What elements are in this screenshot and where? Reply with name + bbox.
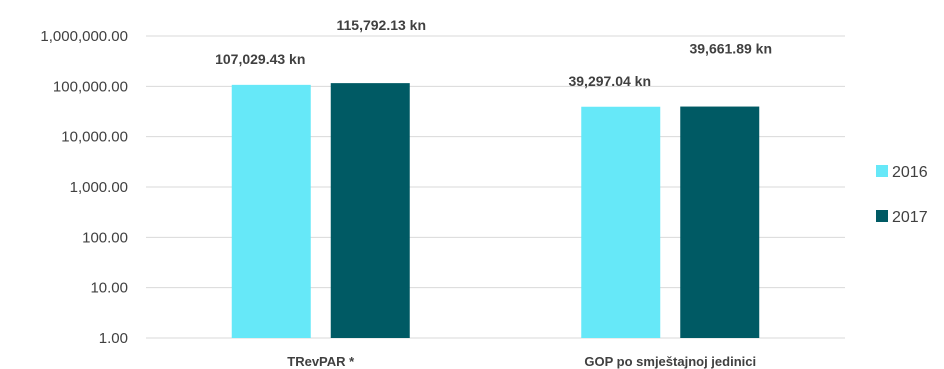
y-tick-label: 1,000.00 xyxy=(70,179,128,196)
bar xyxy=(231,84,311,339)
y-tick-label: 1.00 xyxy=(99,330,128,347)
y-tick-label: 100.00 xyxy=(82,229,128,246)
y-tick-label: 10.00 xyxy=(90,280,128,297)
y-tick-label: 10,000.00 xyxy=(61,129,128,146)
data-label: 39,297.04 kn xyxy=(568,73,651,89)
legend: 2016 2017 xyxy=(876,164,928,226)
legend-label: 2017 xyxy=(892,209,928,226)
y-tick-label: 1,000,000.00 xyxy=(40,28,128,45)
data-label: 107,029.43 kn xyxy=(215,51,305,67)
y-axis-ticks: 1.00 10.00 100.00 1,000.00 10,000.00 100,000.… xyxy=(40,28,128,347)
bar xyxy=(581,106,661,339)
bar xyxy=(680,106,760,338)
bars xyxy=(231,83,760,339)
legend-swatch xyxy=(876,165,888,177)
data-label: 115,792.13 kn xyxy=(336,17,426,33)
legend-label: 2016 xyxy=(892,164,928,181)
x-axis-categories: TRevPAR * GOP po smještajnoj jedinici xyxy=(287,354,756,369)
data-labels: 107,029.43 kn 115,792.13 kn 39,297.04 kn 39… xyxy=(215,17,772,89)
category-label: TRevPAR * xyxy=(287,354,355,369)
data-label: 39,661.89 kn xyxy=(689,41,772,57)
category-label: GOP po smještajnoj jedinici xyxy=(584,354,756,369)
bar xyxy=(330,83,410,338)
legend-swatch xyxy=(876,210,888,222)
y-tick-label: 100,000.00 xyxy=(53,78,128,95)
